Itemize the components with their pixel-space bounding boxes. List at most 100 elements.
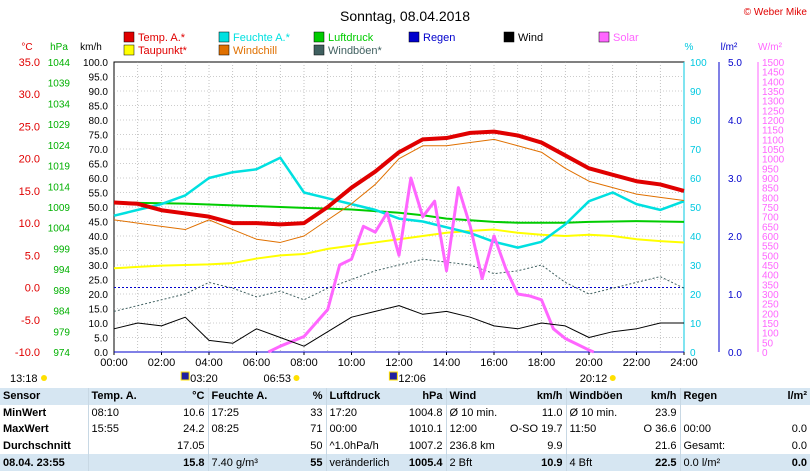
axis-tick-wind: 75.0 [89,131,109,142]
legend-label: Feuchte A.* [233,32,291,44]
axis-tick-temp: 10.0 [19,218,40,230]
table-row: Durchschnitt 17.05 50 ^1.0hPa/h 1007.2 236.8 … [0,437,810,455]
axis-unit-hum: % [685,42,694,53]
series-luftdruck [113,201,685,224]
axis-tick-wind: 35.0 [89,247,109,258]
axis-tick-wind: 25.0 [89,276,109,287]
table-cell: 71 [280,421,326,438]
table-cell: 33 [280,404,326,422]
x-tick-label: 02:00 [148,357,176,369]
axis-tick-solar: 950 [762,164,779,175]
legend-swatch [313,44,325,56]
legend-label: Luftdruck [328,32,374,44]
table-cell: 236.8 km [445,437,500,455]
axis-tick-temp: 15.0 [19,186,40,198]
axis-tick-press: 989 [53,286,70,297]
series-temp-a- [113,129,685,227]
axis-tick-solar: 1300 [762,97,785,108]
chart-series [113,129,685,354]
axis-tick-hum: 80 [690,116,702,127]
x-tick-label: 24:00 [670,357,698,369]
legend-label: Temp. A.* [138,32,186,44]
axis-tick-solar: 1050 [762,145,785,156]
axis-tick-temp: 20.0 [19,154,40,166]
legend-swatch [218,31,230,43]
header-cell: °C [158,388,208,405]
legend-swatch [123,31,135,43]
table-cell [87,454,158,471]
header-cell: Feuchte A. [207,388,280,405]
table-cell: 24.2 [158,421,208,438]
table-cell: O 36.6 [628,421,680,438]
sun-sunset-icon [609,375,616,381]
axis-tick-press: 994 [53,265,70,276]
statistics-table: Sensor Temp. A. °C Feuchte A.% Luftdruck hPa W… [0,388,810,471]
axis-tick-press: 1004 [48,224,71,235]
axis-tick-wind: 45.0 [89,218,109,229]
axis-tick-solar: 1200 [762,116,785,127]
table-cell: Ø 10 min. [445,404,500,422]
table-cell: 55 [280,454,326,471]
table-cell: 23.9 [628,404,680,422]
axis-tick-solar: 300 [762,290,779,301]
table-cell: 10.6 [158,404,208,422]
axis-tick-solar: 1100 [762,135,784,146]
x-tick-label: 18:00 [528,357,556,369]
axis-tick-temp: 25.0 [19,121,40,133]
chart-title: Sonntag, 08.04.2018 [340,8,470,24]
axis-tick-wind: 90.0 [89,87,109,98]
axis-tick-hum: 50 [690,203,702,214]
axis-tick-press: 1044 [48,58,71,69]
axis-tick-temp: 5.0 [25,250,40,262]
header-cell: Temp. A. [87,388,158,405]
axis-tick-press: 1014 [48,182,71,193]
axis-tick-wind: 40.0 [89,232,109,243]
axis-tick-solar: 100 [762,329,779,340]
axis-tick-press: 1029 [48,120,71,131]
axis-tick-wind: 15.0 [89,305,109,316]
axis-tick-wind: 65.0 [89,160,109,171]
x-tick-label: 22:00 [623,357,651,369]
axis-tick-press: 984 [53,307,70,318]
axis-tick-solar: 1250 [762,106,785,117]
row-label: MinWert [0,404,88,422]
axis-unit-press: hPa [50,42,68,53]
table-cell: 50 [280,437,326,455]
table-cell: 17:25 [207,404,280,422]
axis-unit-wind: km/h [80,42,102,53]
legend-label: Solar [613,32,639,44]
sun-sunset-label: 20:12 [580,373,608,385]
table-cell: ^1.0hPa/h [325,437,394,455]
series-feuchte-a- [113,156,685,249]
axis-tick-temp: -10.0 [15,347,40,359]
table-cell [565,437,628,455]
table-cell: veränderlich [325,454,394,471]
series-taupunkt- [113,228,685,270]
sun-dawn-icon [180,371,190,381]
axis-unit-rain: l/m² [721,42,738,53]
axis-tick-solar: 200 [762,309,779,320]
axis-tick-wind: 60.0 [89,174,109,185]
header-cell: km/h [500,388,566,405]
axis-tick-hum: 100 [690,58,707,69]
table-cell: 9.9 [500,437,566,455]
axis-tick-solar: 650 [762,222,779,233]
header-cell: km/h [628,388,680,405]
axis-tick-solar: 1000 [762,155,785,166]
table-cell: 1007.2 [394,437,446,455]
table-cell: 1004.8 [394,404,446,422]
axis-tick-wind: 70.0 [89,145,109,156]
x-tick-label: 04:00 [195,357,223,369]
header-cell: Wind [445,388,500,405]
axis-unit-solar: W/m² [758,42,783,53]
axis-tick-press: 979 [53,327,70,338]
header-cell: l/m² [742,388,810,405]
header-cell: Sensor [0,388,88,405]
table-cell: 1010.1 [394,421,446,438]
legend-swatch [218,44,230,56]
axis-tick-solar: 0 [762,348,768,359]
axis-tick-hum: 40 [690,232,702,243]
x-tick-label: 16:00 [480,357,508,369]
axis-tick-temp: 30.0 [19,89,40,101]
x-tick-label: 00:00 [100,357,128,369]
